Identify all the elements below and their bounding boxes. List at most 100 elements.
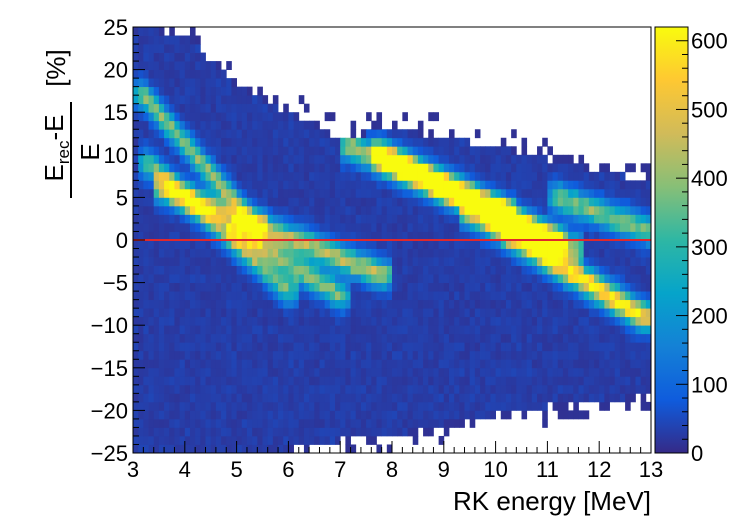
heatmap-cell [402, 171, 408, 181]
heatmap-cell [547, 274, 553, 283]
heatmap-cell [423, 214, 429, 224]
heatmap-cell [298, 163, 305, 173]
heatmap-cell [314, 137, 320, 147]
heatmap-cell [594, 376, 600, 386]
heatmap-cell [179, 180, 186, 190]
heatmap-cell [397, 291, 403, 301]
heatmap-cell [381, 180, 388, 190]
heatmap-cell [547, 205, 553, 215]
heatmap-cell [226, 103, 232, 113]
heatmap-cell [335, 274, 341, 283]
heatmap-cell [578, 180, 585, 190]
heatmap-cell [309, 316, 315, 326]
heatmap-cell [454, 240, 460, 249]
heatmap-cell [526, 325, 533, 335]
heatmap-cell [288, 435, 294, 445]
heatmap-cell [303, 163, 310, 173]
heatmap-cell [609, 180, 616, 190]
heatmap-cell [474, 359, 481, 369]
heatmap-cell [407, 188, 414, 198]
heatmap-cell [309, 393, 315, 403]
heatmap-cell [397, 308, 403, 318]
heatmap-cell [397, 418, 403, 428]
heatmap-cell [438, 291, 445, 301]
colorbar-tick-label: 0 [691, 441, 703, 466]
heatmap-cell [257, 129, 263, 139]
heatmap-cell [640, 282, 647, 292]
heatmap-cell [443, 180, 450, 190]
heatmap-cell [241, 393, 248, 403]
heatmap-cell [417, 274, 424, 283]
heatmap-cell [355, 282, 362, 292]
heatmap-cell [288, 333, 294, 343]
heatmap-cell [459, 367, 465, 377]
heatmap-cell [583, 299, 590, 309]
heatmap-cell [262, 120, 269, 130]
heatmap-cell [474, 214, 481, 224]
heatmap-cell [241, 154, 248, 164]
heatmap-cell [619, 240, 626, 249]
heatmap-cell [148, 410, 155, 420]
heatmap-cell [397, 342, 403, 352]
heatmap-cell [599, 282, 605, 292]
heatmap-cell [469, 401, 476, 411]
heatmap-cell [355, 393, 362, 403]
heatmap-cell [568, 265, 574, 275]
heatmap-cell [412, 384, 419, 394]
heatmap-cell [200, 418, 206, 428]
heatmap-cell [604, 333, 610, 343]
heatmap-cell [386, 376, 393, 386]
heatmap-cell [335, 401, 341, 411]
heatmap-cell [215, 129, 222, 139]
heatmap-cell [454, 222, 460, 232]
heatmap-cell [314, 231, 320, 241]
heatmap-cell [438, 342, 445, 352]
heatmap-cell [329, 274, 336, 283]
heatmap-cell [148, 444, 155, 454]
heatmap-cell [433, 291, 440, 301]
heatmap-cell [195, 359, 201, 369]
heatmap-cell [293, 222, 300, 232]
heatmap-cell [298, 95, 305, 105]
heatmap-cell [552, 401, 559, 411]
heatmap-cell [604, 171, 610, 181]
heatmap-cell [376, 231, 383, 241]
heatmap-cell [148, 95, 155, 105]
heatmap-cell [272, 154, 279, 164]
heatmap-cell [599, 188, 605, 198]
heatmap-cell [402, 154, 408, 164]
heatmap-cell [164, 342, 170, 352]
heatmap-cell [531, 308, 538, 318]
heatmap-cell [547, 291, 553, 301]
heatmap-cell [630, 376, 636, 386]
heatmap-cell [158, 35, 165, 45]
heatmap-cell [568, 205, 574, 215]
heatmap-cell [324, 265, 331, 275]
heatmap-cell [511, 367, 517, 377]
heatmap-cell [469, 180, 476, 190]
heatmap-cell [179, 214, 186, 224]
heatmap-cell [169, 248, 175, 258]
heatmap-cell [599, 367, 605, 377]
heatmap-cell [241, 376, 248, 386]
heatmap-cell [459, 308, 465, 318]
heatmap-cell [241, 214, 248, 224]
heatmap-cell [148, 69, 155, 79]
heatmap-cell [604, 231, 610, 241]
heatmap-cell [164, 325, 170, 335]
heatmap-cell [236, 282, 243, 292]
heatmap-cell [469, 333, 476, 343]
heatmap-cell [257, 376, 263, 386]
heatmap-cell [557, 384, 564, 394]
heatmap-cell [169, 231, 175, 241]
heatmap-cell [189, 112, 196, 122]
heatmap-cell [366, 274, 372, 283]
heatmap-cell [267, 418, 274, 428]
heatmap-cell [278, 248, 284, 258]
heatmap-cell [417, 265, 424, 275]
heatmap-cell [272, 444, 279, 454]
heatmap-cell [355, 180, 362, 190]
heatmap-cell [143, 120, 149, 130]
heatmap-cell [474, 367, 481, 377]
heatmap-cell [189, 222, 196, 232]
